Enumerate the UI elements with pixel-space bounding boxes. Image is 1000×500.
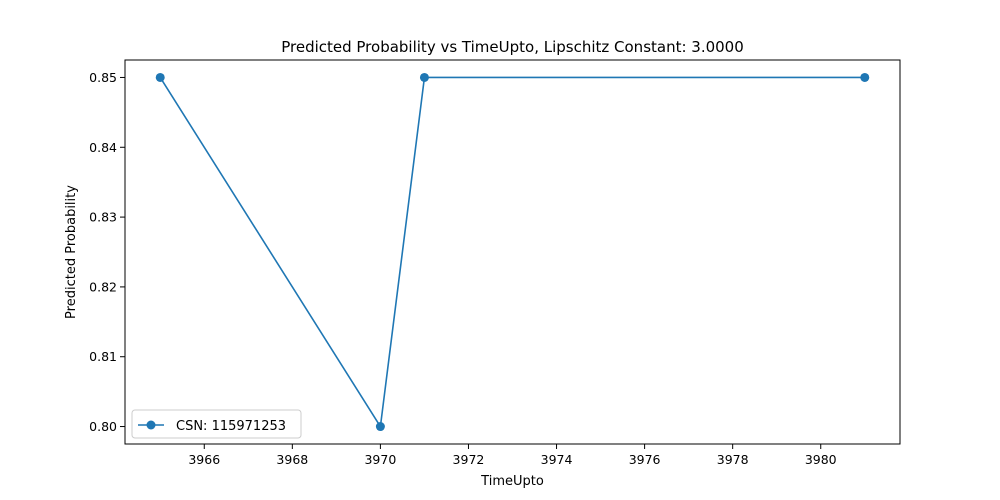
series-line [159,76,865,429]
x-axis: 3966 3968 3970 3972 3974 3976 3978 3980 [188,444,837,467]
x-axis-label: TimeUpto [480,474,544,489]
legend-box [131,409,302,439]
y-tick-label: 0.83 [89,210,117,225]
series-layer [155,72,870,432]
x-tick-label: 3976 [629,452,661,467]
data-point [419,72,429,82]
data-point [375,422,385,432]
x-tick-label: 3980 [805,452,837,467]
x-tick-label: 3966 [188,452,220,467]
y-tick-label: 0.81 [89,349,117,364]
y-tick-label: 0.85 [89,70,117,85]
y-axis: 0.80 0.81 0.82 0.83 0.84 0.85 [89,70,125,434]
x-tick-label: 3978 [717,452,749,467]
legend-marker [146,420,156,430]
legend: CSN: 115971253 [131,409,302,439]
x-tick-label: 3968 [276,452,308,467]
y-axis-label: Predicted Probability [64,185,79,319]
legend-entry-label: CSN: 115971253 [176,419,286,434]
y-tick-label: 0.80 [89,419,117,434]
y-tick-label: 0.84 [89,140,117,155]
plot-area [124,59,901,445]
data-point [860,72,870,82]
y-tick-label: 0.82 [89,279,117,294]
x-tick-label: 3970 [364,452,396,467]
plot-frame [124,59,901,445]
data-point [155,72,165,82]
x-tick-label: 3972 [453,452,485,467]
x-tick-label: 3974 [541,452,573,467]
chart-title: Predicted Probability vs TimeUpto, Lipsc… [281,38,744,56]
